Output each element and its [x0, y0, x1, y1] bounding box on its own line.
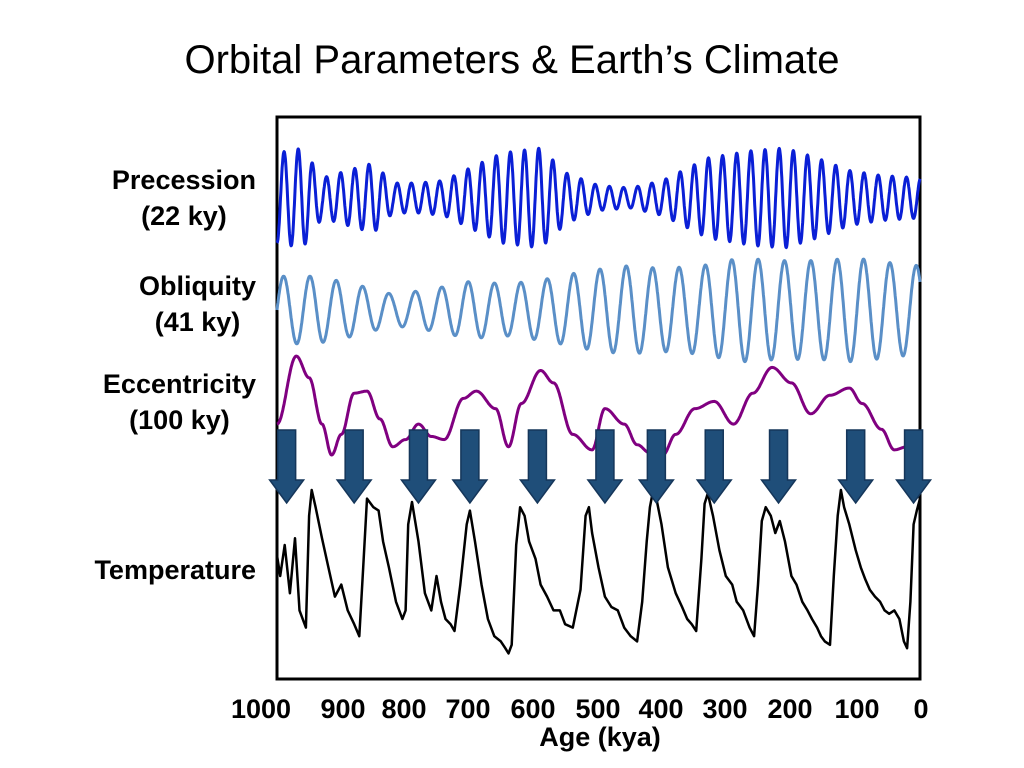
eccentricity-label: Eccentricity (100 ky) — [103, 366, 256, 438]
temperature-series-line — [275, 488, 922, 655]
temperature-label: Temperature — [94, 552, 256, 588]
down-arrow-10 — [837, 429, 875, 505]
down-arrow-9 — [760, 429, 798, 505]
x-tick-label-0: 0 — [913, 694, 928, 724]
x-tick-label-300: 300 — [702, 694, 747, 724]
page-title: Orbital Parameters & Earth’s Climate — [184, 38, 840, 82]
down-arrow-5 — [518, 429, 556, 505]
eccentricity-period: (100 ky) — [129, 405, 230, 435]
down-arrow-1 — [268, 429, 306, 505]
x-axis-title: Age (kya) — [539, 722, 661, 752]
x-tick-label-400: 400 — [638, 694, 683, 724]
insolation-arrows — [268, 429, 933, 505]
x-tick-label-900: 900 — [320, 694, 365, 724]
x-tick-label-800: 800 — [381, 694, 426, 724]
x-tick-label-200: 200 — [767, 694, 812, 724]
x-tick-label-600: 600 — [510, 694, 555, 724]
precession-series-line — [275, 146, 922, 250]
precession-label: Precession (22 ky) — [112, 162, 256, 234]
down-arrow-7 — [637, 429, 675, 505]
plot-frame — [275, 115, 922, 681]
x-tick-label-500: 500 — [575, 694, 620, 724]
eccentricity-name: Eccentricity — [102, 369, 256, 399]
temperature-name: Temperature — [94, 555, 256, 585]
precession-name: Precession — [111, 165, 256, 195]
obliquity-series-line — [275, 257, 922, 364]
x-tick-label-1000: 1000 — [231, 694, 291, 724]
down-arrow-11 — [895, 429, 933, 505]
down-arrow-2 — [335, 429, 373, 505]
x-tick-label-700: 700 — [445, 694, 490, 724]
x-tick-label-100: 100 — [834, 694, 879, 724]
obliquity-label: Obliquity (41 ky) — [139, 268, 256, 340]
down-arrow-3 — [399, 429, 437, 505]
obliquity-period: (41 ky) — [154, 307, 241, 337]
precession-period: (22 ky) — [141, 201, 227, 231]
down-arrow-8 — [695, 429, 733, 505]
x-axis-ticks: 1000 900 800 700 600 500 400 300 200 100 0 — [231, 694, 929, 724]
down-arrow-6 — [586, 429, 624, 505]
down-arrow-4 — [451, 429, 489, 505]
obliquity-name: Obliquity — [139, 271, 256, 301]
